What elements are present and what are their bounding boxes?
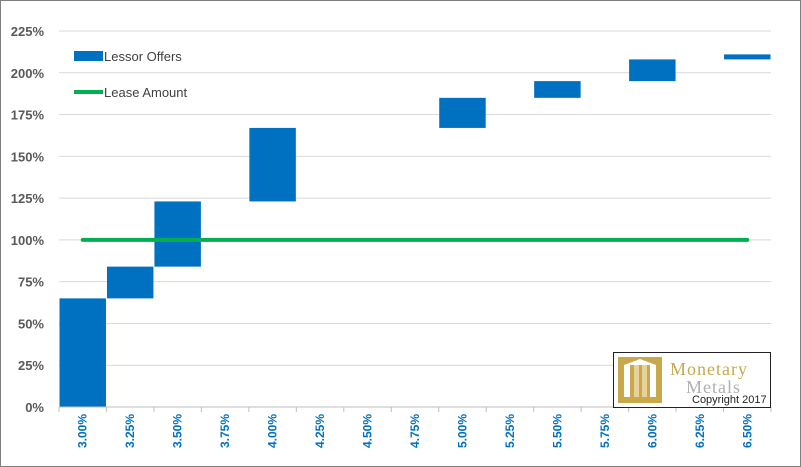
x-tick-label: 5.00% — [455, 414, 469, 448]
y-tick-label: 25% — [18, 358, 44, 373]
y-tick-label: 75% — [18, 275, 44, 290]
logo-word-metals: Metals — [686, 377, 741, 397]
x-tick-label: 5.50% — [550, 414, 564, 448]
logo-word-monetary: Monetary — [670, 359, 748, 379]
logo-copyright: Copyright 2017 — [692, 394, 767, 406]
x-tick-label: 4.75% — [408, 414, 422, 448]
x-tick-label: 4.00% — [266, 414, 280, 448]
y-tick-label: 50% — [18, 316, 44, 331]
x-tick-label: 4.50% — [361, 414, 375, 448]
offer-bar — [106, 266, 154, 299]
x-tick-label: 5.25% — [503, 414, 517, 448]
offer-bar — [534, 81, 581, 98]
offer-bar — [629, 59, 676, 82]
legend: Lessor Offers Lease Amount — [74, 49, 188, 100]
y-tick-label: 125% — [11, 191, 45, 206]
y-axis-ticks: 0% 25% 50% 75% 100% 125% 150% 175% 200% 225% — [11, 24, 45, 415]
legend-swatch-offers — [74, 51, 103, 61]
legend-label-offers: Lessor Offers — [104, 49, 182, 64]
logo-mark-icon — [618, 357, 662, 403]
x-tick-label: 3.50% — [171, 414, 185, 448]
x-tick-label: 6.00% — [645, 414, 659, 448]
bars — [59, 54, 771, 407]
y-tick-label: 200% — [11, 66, 45, 81]
offer-bar — [249, 127, 296, 202]
legend-label-lease: Lease Amount — [104, 85, 188, 100]
y-tick-label: 150% — [11, 149, 45, 164]
y-tick-label: 175% — [11, 108, 45, 123]
y-tick-label: 225% — [11, 24, 45, 39]
y-tick-label: 100% — [11, 233, 45, 248]
x-tick-label: 6.25% — [693, 414, 707, 448]
x-tick-label: 4.25% — [313, 414, 327, 448]
x-tick-label: 6.50% — [740, 414, 754, 448]
offer-bar — [59, 298, 106, 407]
offer-bar — [439, 97, 486, 128]
x-tick-label: 3.75% — [218, 414, 232, 448]
offer-bar — [154, 201, 201, 267]
offer-bar — [724, 54, 771, 60]
x-tick-label: 3.00% — [76, 414, 90, 448]
monetary-metals-logo: Monetary Metals Copyright 2017 — [613, 352, 771, 408]
y-tick-label: 0% — [25, 400, 44, 415]
x-axis-ticks: 3.00% 3.25% 3.50% 3.75% 4.00% 4.25% 4.50% 4.75%… — [76, 414, 755, 448]
x-tick-label: 5.75% — [598, 414, 612, 448]
x-tick-label: 3.25% — [123, 414, 137, 448]
